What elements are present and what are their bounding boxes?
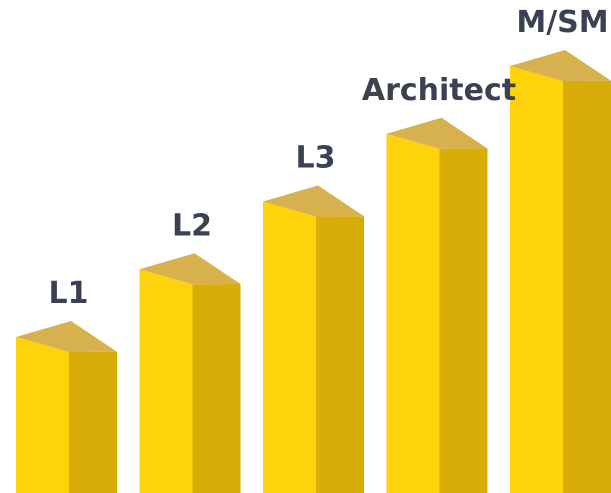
bar-side-l1 (69, 351, 117, 493)
bar-m-sm (510, 50, 611, 493)
bar-label-l3: L3 (296, 141, 336, 176)
bar-l2 (139, 253, 241, 493)
bar-label-l2: L2 (172, 208, 212, 243)
bar-label-m-sm: M/SM (516, 5, 608, 40)
bar-label-l1: L1 (49, 276, 89, 311)
bar-top-l1 (16, 321, 117, 352)
bar-top-architect (386, 117, 488, 149)
bar-front-l2 (139, 269, 193, 493)
bar-architect (386, 117, 488, 493)
bar-label-architect: Architect (362, 73, 516, 108)
bar-side-l3 (316, 216, 364, 493)
bars-group (16, 50, 611, 493)
bar-top-m-sm (510, 50, 611, 81)
bar-front-l3 (263, 201, 316, 493)
bar-side-m-sm (563, 80, 611, 493)
bar-front-l1 (16, 337, 69, 493)
bar-top-l2 (139, 253, 241, 285)
bar-front-architect (386, 133, 440, 493)
bar-side-l2 (192, 283, 241, 493)
bar-l3 (263, 185, 364, 493)
bar-l1 (16, 321, 117, 493)
bar-front-m-sm (510, 66, 563, 493)
bar-top-l3 (263, 185, 364, 217)
bar-side-architect (439, 148, 488, 493)
